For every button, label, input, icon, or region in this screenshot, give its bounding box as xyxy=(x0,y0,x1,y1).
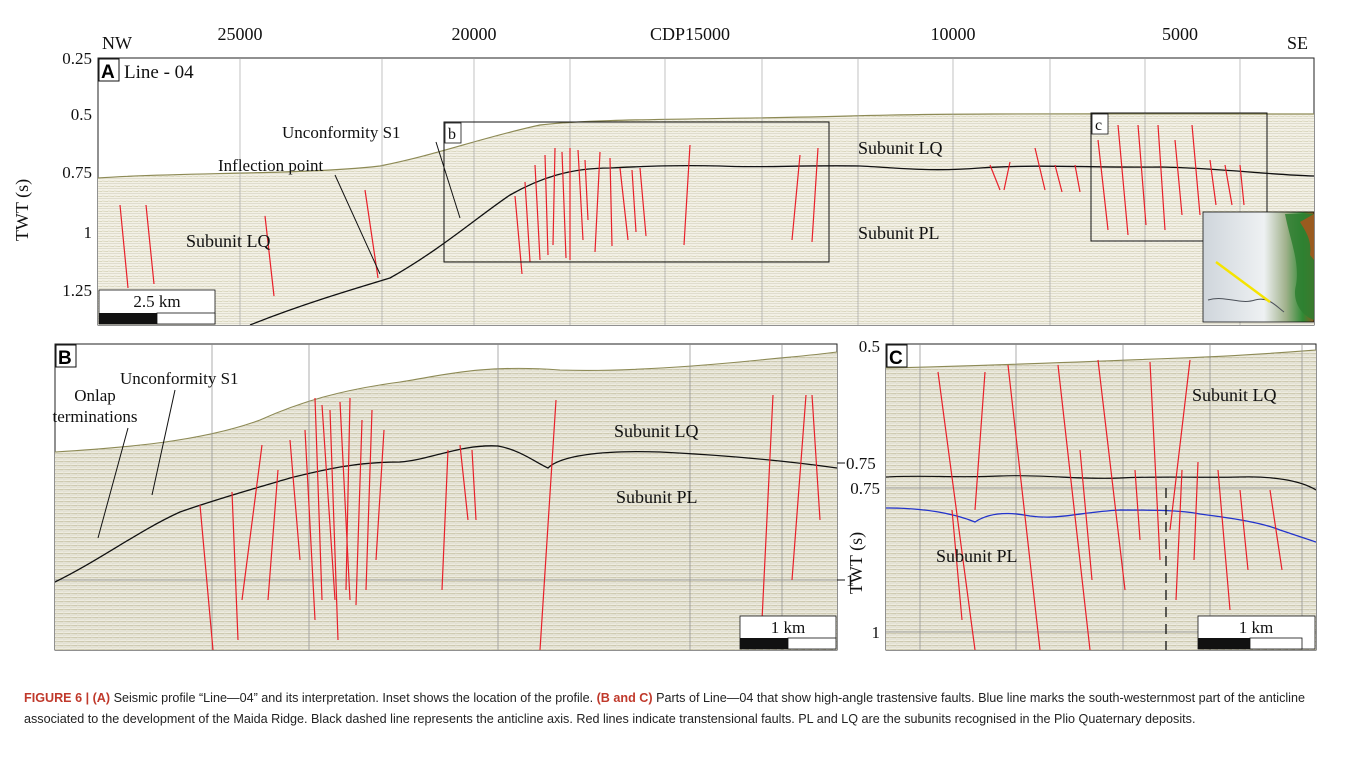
location-inset-map xyxy=(1202,211,1315,323)
scale-bar-b-black xyxy=(740,638,788,649)
scale-bar-a-label: 2.5 km xyxy=(133,292,180,311)
twt-tick-label: 1.25 xyxy=(62,281,92,300)
scale-bar-c-white xyxy=(1249,637,1303,650)
panel-b: B Onlap terminations Unconformity S1 Sub… xyxy=(53,343,876,651)
twt-tick-label: 0.5 xyxy=(71,105,92,124)
detail-box-c xyxy=(1090,112,1268,242)
panel-a-letter-box xyxy=(98,58,120,82)
cdp-tick-label: 10000 xyxy=(931,24,976,44)
detail-box-c-label: c xyxy=(1095,117,1102,134)
unconformity-s1-line-b xyxy=(55,445,837,583)
twt-tick-label: 0.25 xyxy=(62,49,92,68)
twt-axis-label-c: TWT (s) xyxy=(846,532,867,594)
detail-box-c-label-box xyxy=(1091,113,1109,135)
cdp-tick-label: 25000 xyxy=(218,24,263,44)
inset-profile-track xyxy=(1215,261,1271,303)
caption-text-bc: Parts of Line—04 that show high-angle tr… xyxy=(24,691,1305,726)
onlap-pointer xyxy=(97,427,129,539)
subunit-lq-label-c: Subunit LQ xyxy=(1192,385,1277,405)
scale-bar-c-black xyxy=(1198,638,1250,649)
panel-c-unconformity xyxy=(886,475,1316,491)
caption-text-a: Seismic profile “Line—04” and its interp… xyxy=(110,691,597,705)
panel-a: NW 25000 20000 CDP15000 10000 5000 SE 0.… xyxy=(12,24,1315,326)
detail-box-b-label: b xyxy=(448,126,456,143)
twt-tick-label: 1 xyxy=(84,223,93,242)
unconformity-label-b: Unconformity S1 xyxy=(120,369,239,388)
panel-b-letter: B xyxy=(58,348,72,369)
inflection-label: Inflection point xyxy=(218,156,324,175)
caption-part-a: (A) xyxy=(92,691,111,705)
unconformity-pointer-b xyxy=(151,389,176,496)
panel-a-nw-label: NW xyxy=(102,33,132,53)
tick-075-b: 0.75 xyxy=(846,454,876,473)
twt-tick-label: 0.75 xyxy=(62,163,92,182)
scale-bar-a-white xyxy=(156,312,216,325)
tick-1-b: 1 xyxy=(846,571,855,590)
caption-part-bc: (B and C) xyxy=(596,691,653,705)
subunit-lq-label: Subunit LQ xyxy=(186,231,271,251)
tick-1-c: 1 xyxy=(872,623,881,642)
subunit-lq-label-b: Subunit LQ xyxy=(614,421,699,441)
panel-b-faults xyxy=(199,394,821,650)
panel-c-seafloor xyxy=(886,349,1316,369)
scale-bar-c-label: 1 km xyxy=(1239,618,1273,637)
caption-figure-label: FIGURE 6 | xyxy=(24,691,90,705)
subunit-pl-label-c: Subunit PL xyxy=(936,546,1018,566)
panel-c-letter: C xyxy=(889,348,903,369)
panel-a-cdp-gridlines xyxy=(239,58,1241,325)
panel-c-faults xyxy=(937,359,1283,650)
unconformity-pointer xyxy=(435,141,461,219)
twt-axis-label: TWT (s) xyxy=(12,179,33,241)
scale-bar-b-label: 1 km xyxy=(771,618,805,637)
panel-c-seismic-section xyxy=(886,350,1316,650)
inflection-pointer xyxy=(334,174,381,275)
panel-a-faults xyxy=(119,124,1245,297)
tick-05-c: 0.5 xyxy=(859,337,880,356)
panel-a-se-label: SE xyxy=(1287,33,1308,53)
detail-box-b-label-box xyxy=(444,122,462,144)
panel-b-gridlines xyxy=(55,344,837,650)
panel-c-letter-box xyxy=(886,344,908,368)
scale-bar-b-white xyxy=(787,637,837,650)
blue-horizon-line xyxy=(886,507,1316,543)
panel-b-letter-box xyxy=(55,344,77,368)
cdp-tick-label: 5000 xyxy=(1162,24,1198,44)
subunit-pl-label: Subunit PL xyxy=(858,223,940,243)
detail-box-b xyxy=(443,121,830,263)
subunit-lq-label: Subunit LQ xyxy=(858,138,943,158)
panel-a-letter: A xyxy=(101,62,115,83)
panel-b-seafloor xyxy=(55,351,837,453)
panel-c: C 0.5 0.75 1 TWT (s) Subunit LQ Subunit … xyxy=(846,337,1317,651)
unconformity-label: Unconformity S1 xyxy=(282,123,401,142)
figure-caption: FIGURE 6 | (A) Seismic profile “Line—04”… xyxy=(24,688,1324,730)
panel-a-title: Line - 04 xyxy=(124,62,194,83)
scale-bar-a-black xyxy=(99,313,157,324)
terminations-label: terminations xyxy=(53,407,138,426)
subunit-pl-label-b: Subunit PL xyxy=(616,487,698,507)
cdp-tick-label: CDP15000 xyxy=(650,24,730,44)
cdp-tick-label: 20000 xyxy=(452,24,497,44)
onlap-label: Onlap xyxy=(74,386,116,405)
tick-075-c: 0.75 xyxy=(850,479,880,498)
